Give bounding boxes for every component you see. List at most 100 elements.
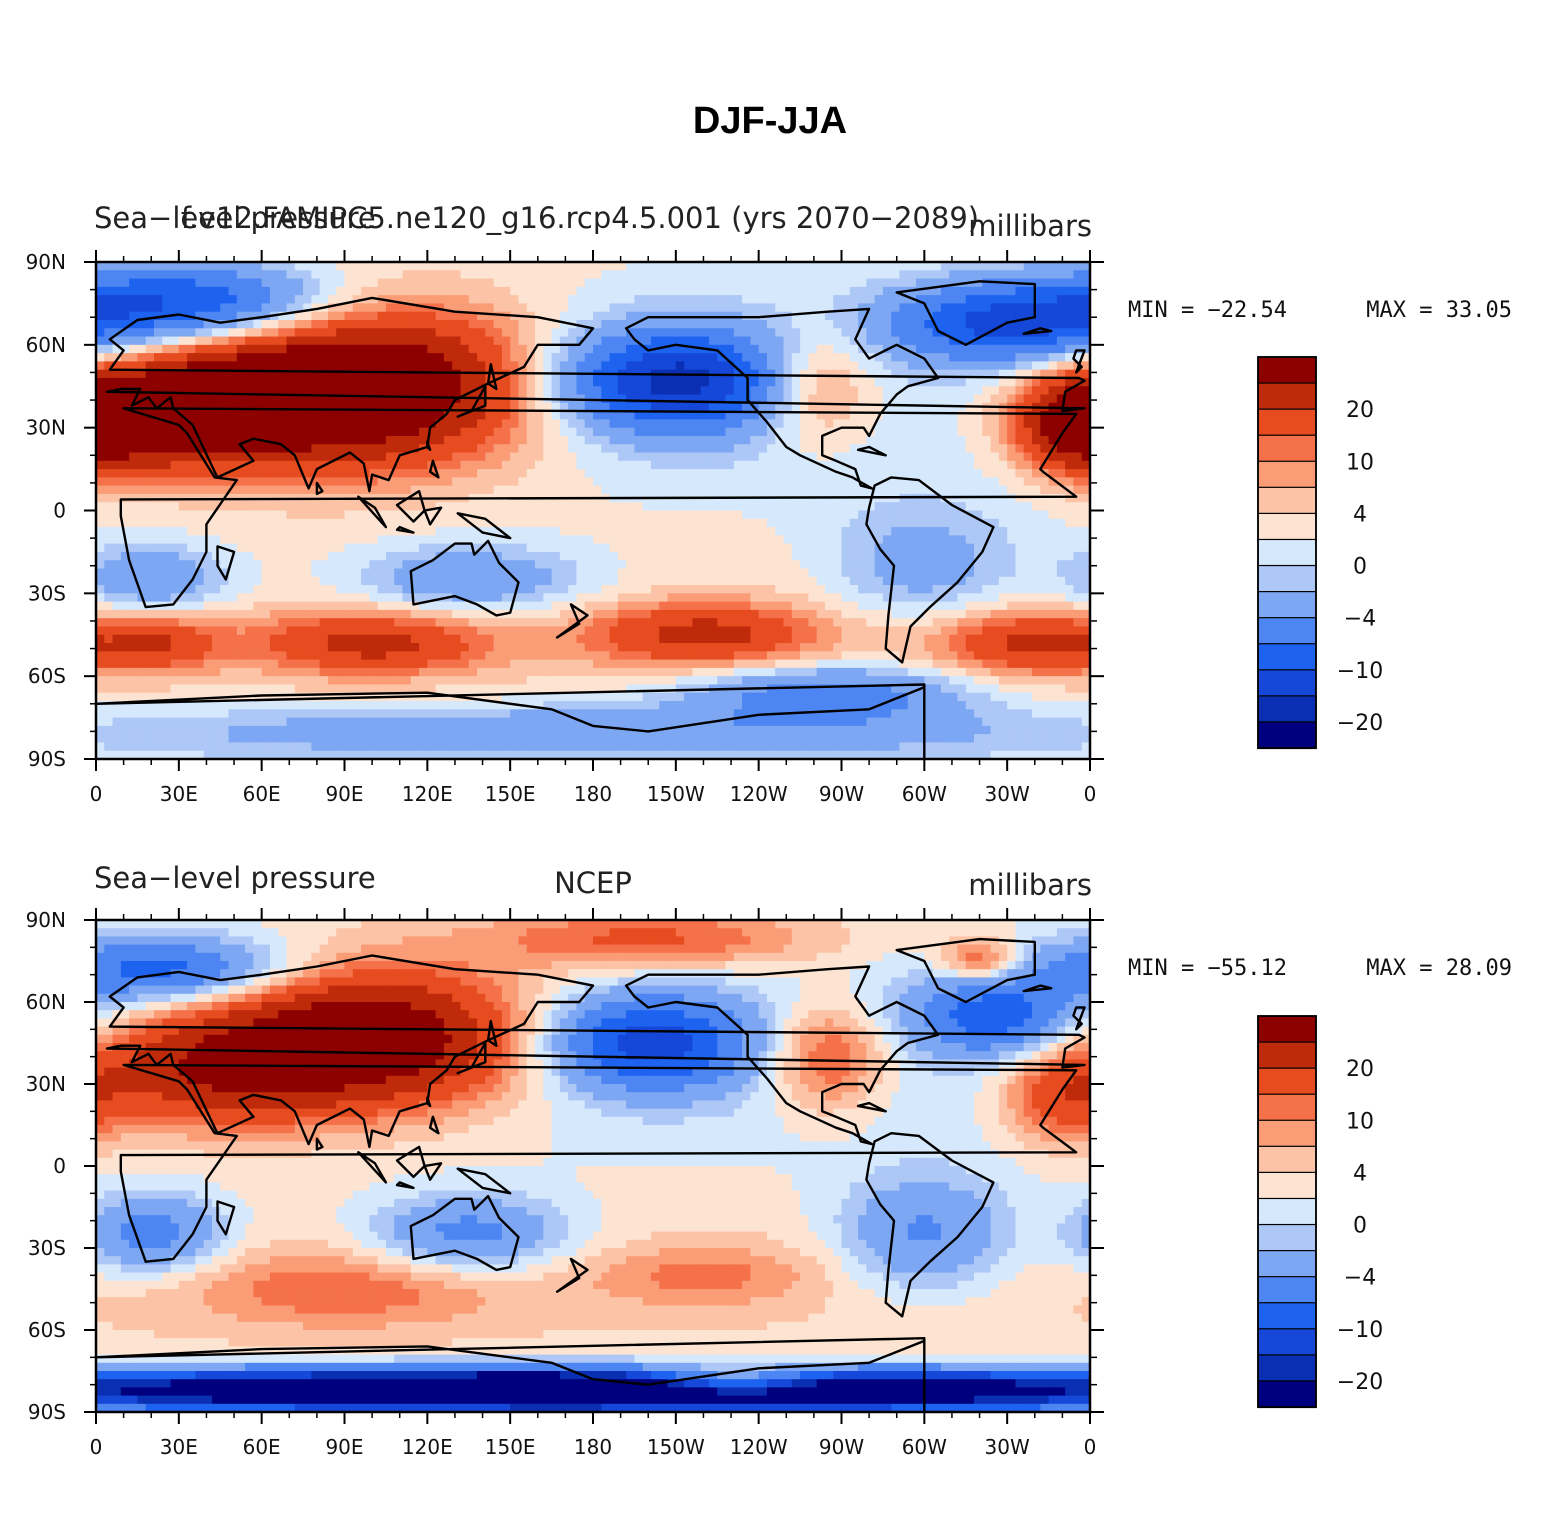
field-cell — [576, 518, 586, 528]
field-cell — [808, 551, 818, 561]
field-cell — [211, 295, 221, 305]
field-cell — [236, 411, 246, 420]
field-cell — [891, 518, 901, 528]
field-cell — [327, 593, 337, 603]
field-cell — [659, 452, 669, 462]
field-cell — [692, 328, 702, 338]
field-cell — [650, 551, 660, 561]
field-cell — [518, 427, 528, 437]
field-cell — [998, 336, 1008, 346]
field-cell — [1015, 419, 1025, 429]
field-cell — [601, 303, 611, 313]
field-cell — [783, 336, 793, 346]
field-cell — [96, 493, 105, 503]
field-cell — [145, 551, 155, 561]
field-cell — [684, 585, 693, 594]
field-cell — [932, 493, 942, 503]
field-cell — [427, 402, 437, 412]
field-cell — [303, 386, 312, 396]
field-cell — [352, 295, 362, 305]
field-cell — [104, 402, 114, 412]
field-cell — [96, 344, 105, 354]
field-cell — [667, 353, 677, 362]
field-cell — [162, 485, 172, 495]
field-cell — [410, 527, 420, 536]
field-cell — [261, 601, 271, 611]
field-cell — [443, 485, 453, 495]
field-cell — [1081, 419, 1091, 429]
field-cell — [352, 394, 362, 404]
field-cell — [96, 568, 105, 578]
field-cell — [385, 485, 395, 495]
field-cell — [559, 477, 569, 487]
field-cell — [874, 353, 884, 362]
field-cell — [352, 286, 362, 296]
field-cell — [427, 551, 437, 561]
field-cell — [269, 576, 279, 586]
field-cell — [178, 286, 188, 296]
field-cell — [700, 560, 710, 570]
field-cell — [236, 369, 246, 379]
field-cell — [336, 361, 346, 371]
field-cell — [137, 469, 147, 478]
field-cell — [733, 303, 743, 313]
field-cell — [427, 344, 437, 354]
field-cell — [485, 311, 495, 321]
field-cell — [816, 469, 826, 478]
field-cell — [858, 435, 867, 445]
field-cell — [220, 411, 230, 420]
field-cell — [178, 444, 188, 454]
field-cell — [352, 576, 362, 586]
field-cell — [990, 551, 1000, 561]
field-cell — [228, 535, 238, 545]
field-cell — [162, 419, 172, 429]
field-cell — [742, 328, 751, 338]
field-cell — [675, 510, 685, 520]
field-cell — [717, 510, 727, 520]
field-cell — [833, 435, 843, 445]
field-cell — [261, 295, 271, 305]
field-cell — [236, 477, 246, 487]
field-cell — [195, 386, 205, 396]
field-cell — [510, 469, 520, 478]
field-cell — [783, 469, 793, 478]
field-cell — [493, 485, 503, 495]
field-cell — [675, 419, 685, 429]
field-cell — [990, 493, 1000, 503]
field-cell — [228, 469, 238, 478]
field-cell — [319, 419, 329, 429]
field-cell — [286, 535, 296, 545]
field-cell — [916, 319, 925, 329]
field-cell — [982, 411, 992, 420]
field-cell — [692, 377, 702, 387]
field-cell — [849, 444, 859, 454]
field-cell — [319, 560, 329, 570]
field-cell — [882, 502, 892, 512]
field-cell — [907, 576, 917, 586]
field-cell — [684, 344, 693, 354]
field-cell — [874, 386, 884, 396]
field-cell — [576, 601, 586, 611]
field-cell — [891, 278, 901, 288]
field-cell — [452, 311, 462, 321]
field-cell — [700, 593, 710, 603]
field-cell — [245, 510, 254, 520]
field-cell — [278, 568, 288, 578]
field-cell — [949, 435, 959, 445]
field-cell — [593, 601, 602, 611]
field-cell — [932, 551, 942, 561]
field-cell — [112, 527, 122, 536]
field-cell — [170, 568, 180, 578]
field-cell — [1081, 477, 1091, 487]
field-cell — [452, 402, 462, 412]
field-cell — [742, 353, 751, 362]
field-cell — [775, 427, 785, 437]
field-cell — [236, 286, 246, 296]
field-cell — [311, 477, 321, 487]
field-cell — [211, 460, 221, 470]
field-cell — [593, 502, 602, 512]
field-cell — [932, 485, 942, 495]
field-cell — [129, 593, 139, 603]
field-cell — [535, 270, 544, 280]
field-cell — [493, 444, 503, 454]
